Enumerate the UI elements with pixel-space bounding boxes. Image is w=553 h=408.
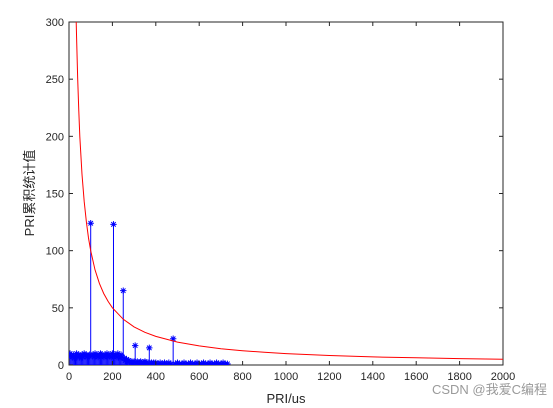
x-tick-label: 0 bbox=[66, 371, 72, 383]
plot-area bbox=[68, 21, 504, 366]
x-tick-label: 1400 bbox=[361, 371, 385, 383]
curve-series bbox=[75, 22, 503, 360]
x-tick-label: 2000 bbox=[491, 371, 515, 383]
y-tick-label: 0 bbox=[58, 360, 64, 372]
y-tick-label: 50 bbox=[52, 303, 64, 315]
stem-point bbox=[71, 354, 78, 365]
stem-point bbox=[104, 353, 112, 365]
stem-point bbox=[100, 353, 107, 365]
x-tick-label: 200 bbox=[103, 371, 121, 383]
stem-point bbox=[87, 220, 94, 365]
stem-point bbox=[108, 353, 115, 365]
stem-point bbox=[96, 352, 103, 365]
watermark-text: CSDN @我爱C编程 bbox=[432, 382, 547, 397]
stem-point bbox=[224, 360, 231, 365]
x-axis-ticks: 0 200 400 600 800 1000 1200 1400 1600 1800 2000 bbox=[66, 22, 515, 383]
stem-series bbox=[69, 220, 231, 365]
stem-point bbox=[113, 353, 120, 365]
y-tick-label: 200 bbox=[46, 131, 64, 143]
x-tick-label: 1200 bbox=[317, 371, 341, 383]
x-tick-label: 1000 bbox=[274, 371, 298, 383]
y-tick-label: 100 bbox=[46, 246, 64, 258]
x-tick-label: 600 bbox=[190, 371, 208, 383]
red-curve-line bbox=[75, 22, 503, 360]
x-tick-label: 1600 bbox=[404, 371, 428, 383]
y-tick-label: 300 bbox=[46, 17, 64, 29]
stem-point bbox=[120, 287, 127, 365]
y-tick-label: 250 bbox=[46, 74, 64, 86]
y-axis-ticks: 0 50 100 150 200 250 300 bbox=[46, 17, 503, 372]
x-tick-label: 1800 bbox=[447, 371, 471, 383]
stem-point bbox=[79, 353, 87, 365]
x-axis-label: PRI/us bbox=[266, 391, 306, 406]
x-tick-label: 800 bbox=[233, 371, 251, 383]
stem-point bbox=[86, 351, 93, 365]
y-axis-label: PRI累积统计值 bbox=[22, 150, 37, 237]
x-tick-label: 400 bbox=[147, 371, 165, 383]
y-tick-label: 150 bbox=[46, 189, 64, 201]
stem-point bbox=[90, 353, 98, 365]
stem-point bbox=[74, 353, 81, 365]
stem-point bbox=[167, 360, 175, 365]
stem-point bbox=[169, 335, 177, 365]
stem-point bbox=[110, 221, 117, 365]
